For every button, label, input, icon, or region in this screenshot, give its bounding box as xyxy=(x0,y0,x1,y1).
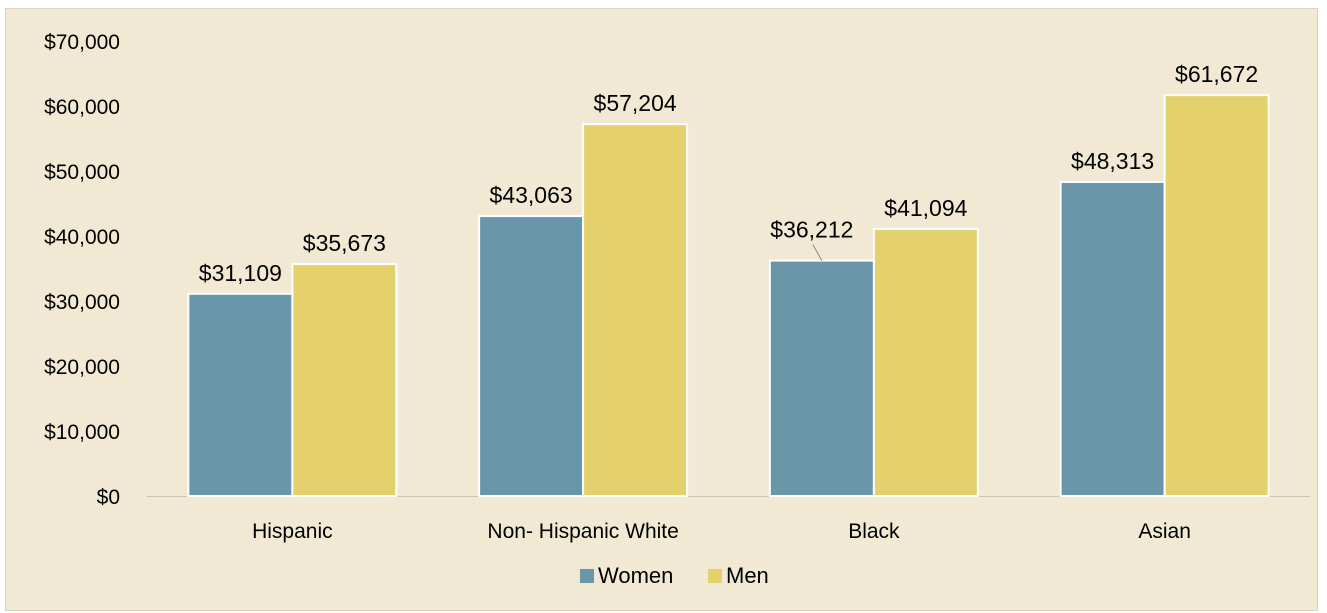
y-tick-label: $10,000 xyxy=(44,421,120,444)
bar-women xyxy=(187,292,294,497)
bar-women xyxy=(478,215,585,497)
bar-men xyxy=(291,263,398,497)
y-tick-label: $30,000 xyxy=(44,291,120,314)
bar-men xyxy=(872,227,979,497)
data-label: $61,672 xyxy=(1175,61,1258,87)
bar-men xyxy=(1163,94,1270,498)
legend-label: Women xyxy=(598,563,673,588)
data-label: $48,313 xyxy=(1071,148,1154,174)
data-label: $41,094 xyxy=(884,195,967,221)
y-tick-label: $20,000 xyxy=(44,356,120,379)
y-tick-label: $0 xyxy=(97,486,120,509)
x-tick-label: Hispanic xyxy=(252,520,333,543)
legend-swatch-women xyxy=(580,569,594,583)
data-label: $57,204 xyxy=(594,90,677,116)
data-label: $35,673 xyxy=(303,230,386,256)
bar-women xyxy=(1059,180,1166,497)
y-tick-label: $50,000 xyxy=(44,161,120,184)
legend-swatch-men xyxy=(708,569,722,583)
y-tick-label: $70,000 xyxy=(44,31,120,54)
y-tick-label: $60,000 xyxy=(44,96,120,119)
data-label: $43,063 xyxy=(490,182,573,208)
data-label: $36,212 xyxy=(770,217,853,243)
x-tick-label: Asian xyxy=(1138,520,1191,543)
legend-label: Men xyxy=(726,563,769,588)
data-label-leader-line xyxy=(812,244,823,261)
x-tick-label: Black xyxy=(848,520,900,543)
x-tick-label: Non- Hispanic White xyxy=(487,520,678,543)
bar-men xyxy=(582,123,689,497)
y-tick-label: $40,000 xyxy=(44,226,120,249)
bar-women xyxy=(768,259,875,498)
data-label: $31,109 xyxy=(199,260,282,286)
